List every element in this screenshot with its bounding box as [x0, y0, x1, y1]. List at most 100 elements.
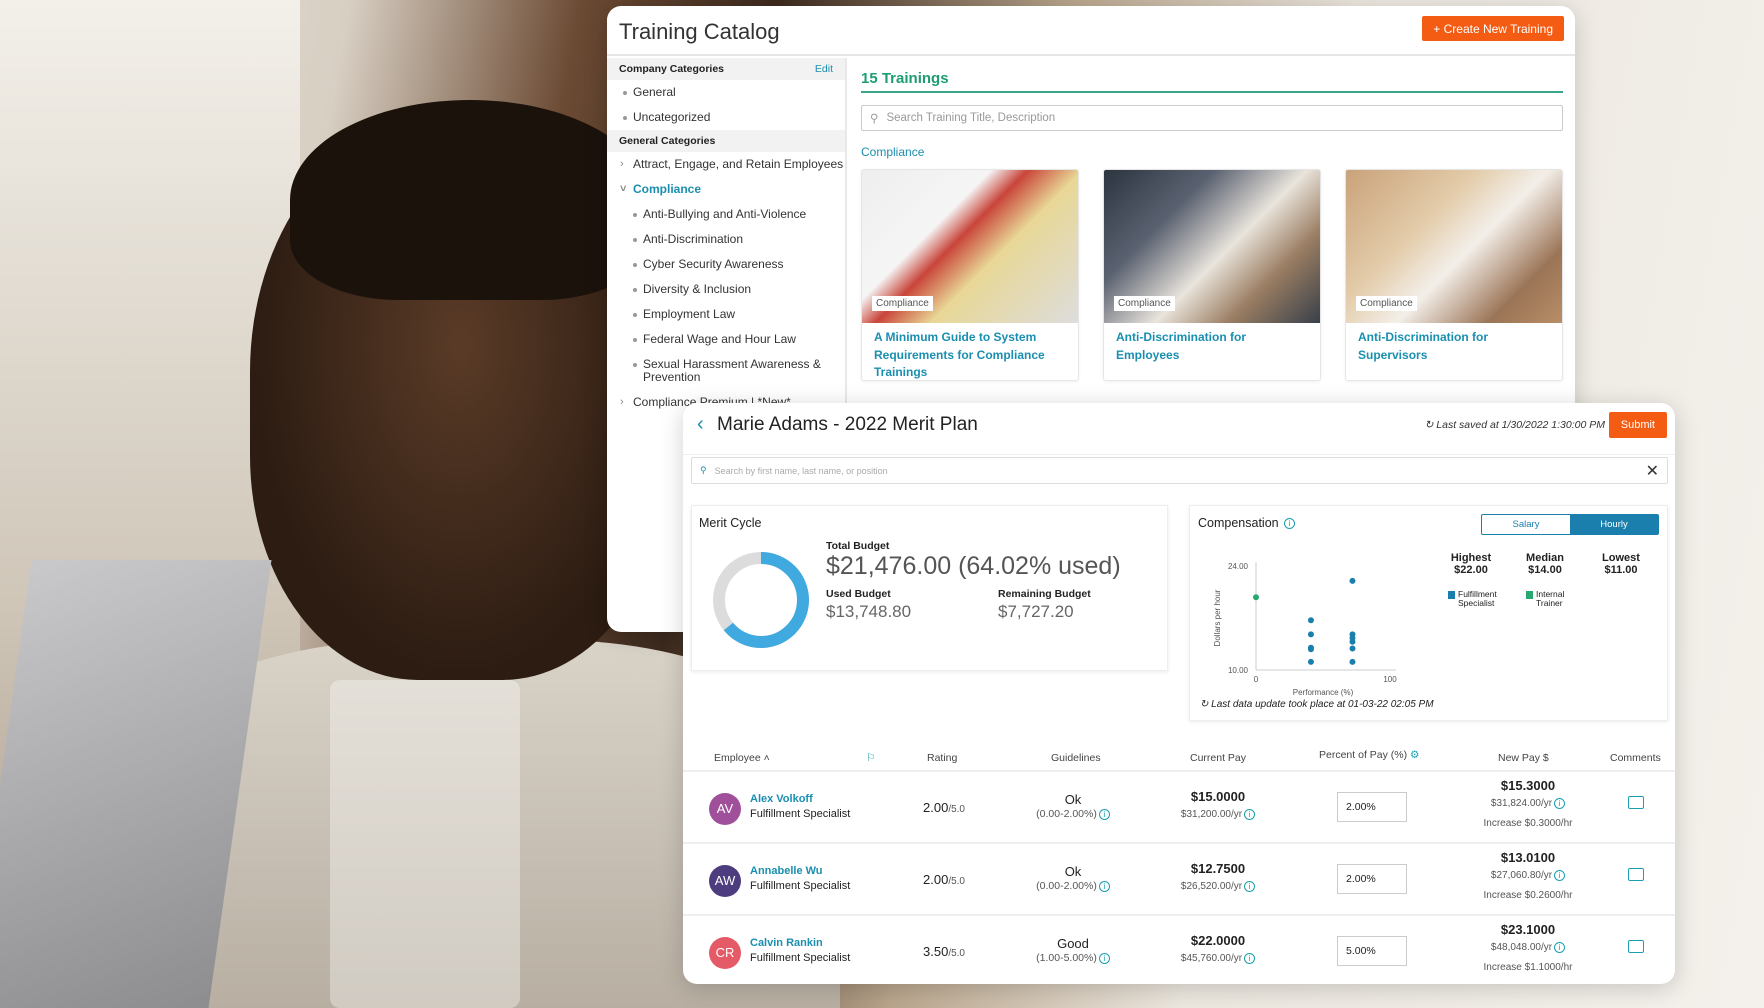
guideline-range: (0.00-2.00%) i [1013, 808, 1133, 820]
y-tick-label: 10.00 [1228, 666, 1249, 675]
bullet-icon [633, 313, 637, 317]
new-pay-yearly: $48,048.00/yr i [1463, 942, 1593, 953]
card-title[interactable]: Anti-Discrimination for Employees [1116, 330, 1247, 362]
increase: Increase $1.1000/hr [1483, 962, 1573, 973]
col-current-pay[interactable]: Current Pay [1190, 752, 1247, 764]
guideline-status: Good [1057, 936, 1089, 951]
flag-icon[interactable]: ⚐ [866, 752, 876, 764]
employee-name-link[interactable]: Annabelle Wu [750, 865, 823, 877]
employee-search-input[interactable]: ⚲ Search by first name, last name, or pos… [691, 457, 1668, 484]
col-comments[interactable]: Comments [1610, 752, 1661, 764]
create-new-training-button[interactable]: + Create New Training [1422, 16, 1564, 41]
sidebar-item-attract[interactable]: › Attract, Engage, and Retain Employees [607, 152, 845, 177]
range-text: (1.00-5.00%) [1036, 952, 1097, 964]
new-pay: $23.1000 [1500, 922, 1556, 937]
stat-label: Highest [1450, 552, 1492, 564]
data-point [1349, 577, 1356, 584]
data-point [1307, 631, 1314, 638]
info-icon[interactable]: i [1244, 809, 1256, 820]
card-tag: Compliance [1114, 296, 1175, 311]
gear-icon[interactable]: ⚙ [1410, 749, 1420, 761]
y-axis-label: Dollars per hour [1213, 589, 1222, 646]
info-icon[interactable]: i [1098, 808, 1110, 820]
search-placeholder: Search by first name, last name, or posi… [714, 465, 888, 476]
sidebar-item-federal-wage[interactable]: Federal Wage and Hour Law [607, 327, 845, 352]
general-categories-header: General Categories [607, 130, 845, 152]
employee-name-link[interactable]: Alex Volkoff [750, 793, 813, 805]
submit-button[interactable]: Submit [1608, 412, 1667, 438]
data-point [1349, 658, 1356, 665]
avatar: CR [709, 937, 741, 969]
sidebar-item-employment-law[interactable]: Employment Law [607, 302, 845, 327]
info-icon[interactable]: i [1554, 798, 1566, 809]
bullet-icon [623, 91, 627, 95]
sidebar-item-cyber-security[interactable]: Cyber Security Awareness [607, 252, 845, 277]
table-row: AW Annabelle Wu Fulfillment Specialist 2… [683, 842, 1675, 914]
sidebar-item-uncategorized[interactable]: Uncategorized [607, 105, 845, 130]
yearly-text: $48,048.00/yr [1490, 942, 1553, 954]
sidebar-item-compliance[interactable]: ˅ Compliance [607, 177, 845, 202]
info-icon[interactable]: i [1554, 942, 1566, 953]
bullet-icon [633, 238, 637, 242]
compensation-title: Compensation i [1198, 516, 1296, 530]
training-card[interactable]: Compliance Anti-Discrimination for Employ… [1103, 169, 1321, 381]
comment-icon[interactable] [1628, 796, 1644, 809]
col-new-pay[interactable]: New Pay $ [1498, 752, 1549, 764]
merit-header: ‹ Marie Adams - 2022 Merit Plan ↻ Last s… [683, 403, 1675, 455]
info-icon[interactable]: i [1098, 880, 1110, 892]
training-card[interactable]: Compliance Anti-Discrimination for Superv… [1345, 169, 1563, 381]
last-update: ↻ Last data update took place at 01-03-2… [1200, 699, 1434, 710]
info-icon[interactable]: i [1244, 881, 1256, 892]
info-icon[interactable]: i [1244, 953, 1256, 964]
chevron-right-icon: › [620, 396, 624, 408]
new-pay-yearly: $31,824.00/yr i [1463, 798, 1593, 809]
salary-toggle[interactable]: Salary [1512, 519, 1540, 530]
info-icon[interactable]: i [1284, 518, 1296, 530]
range-text: (0.00-2.00%) [1036, 880, 1097, 892]
edit-link[interactable]: Edit [814, 63, 833, 75]
rating-max: /5.0 [948, 804, 965, 815]
comment-icon[interactable] [1628, 868, 1644, 881]
stat-value: $14.00 [1528, 564, 1562, 576]
sidebar-item-sexual-harassment[interactable]: Sexual Harassment Awareness & Prevention [607, 352, 845, 390]
percent-of-pay-input[interactable]: 5.00% [1337, 936, 1407, 966]
x-tick-label: 100 [1383, 675, 1397, 684]
total-budget-value: $21,476.00 (64.02% used) [826, 552, 1121, 580]
info-icon[interactable]: i [1098, 952, 1110, 964]
col-rating[interactable]: Rating [927, 752, 958, 764]
sidebar-item-anti-discrimination[interactable]: Anti-Discrimination [607, 227, 845, 252]
current-pay-yearly: $31,200.00/yr i [1153, 809, 1283, 820]
current-pay: $12.7500 [1190, 861, 1246, 876]
training-card[interactable]: Compliance A Minimum Guide to System Requ… [861, 169, 1079, 381]
item-label: Federal Wage and Hour Law [643, 332, 796, 346]
employee-name-link[interactable]: Calvin Rankin [750, 937, 823, 949]
legend-swatch [1526, 591, 1533, 599]
percent-of-pay-input[interactable]: 2.00% [1337, 792, 1407, 822]
sidebar-item-anti-bullying[interactable]: Anti-Bullying and Anti-Violence [607, 202, 845, 227]
table-row: AV Alex Volkoff Fulfillment Specialist 2… [683, 770, 1675, 842]
rating: 3.50/5.0 [909, 944, 979, 959]
rating-value: 2.00 [923, 800, 949, 815]
range-text: (0.00-2.00%) [1036, 808, 1097, 820]
percent-of-pay-input[interactable]: 2.00% [1337, 864, 1407, 894]
col-employee[interactable]: Employee ˄ [714, 752, 770, 764]
rating-value: 2.00 [923, 872, 949, 887]
clear-icon[interactable]: ✕ [1645, 463, 1659, 480]
bullet-icon [633, 288, 637, 292]
sidebar-item-diversity[interactable]: Diversity & Inclusion [607, 277, 845, 302]
col-percent-of-pay[interactable]: Percent of Pay (%) ⚙ [1319, 749, 1419, 761]
card-title[interactable]: A Minimum Guide to System Requirements f… [874, 330, 1045, 379]
page-title: Training Catalog [619, 19, 780, 44]
stat-label: Median [1526, 552, 1564, 564]
info-icon[interactable]: i [1554, 870, 1566, 881]
back-chevron-icon[interactable]: ‹ [697, 413, 704, 435]
comment-icon[interactable] [1628, 940, 1644, 953]
training-search-input[interactable]: ⚲ Search Training Title, Description [861, 105, 1563, 131]
last-saved-text: Last saved at 1/30/2022 1:30:00 PM [1436, 419, 1605, 431]
card-title[interactable]: Anti-Discrimination for Supervisors [1358, 330, 1489, 362]
new-pay-yearly: $27,060.80/yr i [1463, 870, 1593, 881]
hourly-toggle[interactable]: Hourly [1570, 515, 1658, 534]
col-guidelines[interactable]: Guidelines [1051, 752, 1101, 764]
x-axis-label: Performance (%) [1293, 688, 1354, 697]
sidebar-item-general[interactable]: General [607, 80, 845, 105]
